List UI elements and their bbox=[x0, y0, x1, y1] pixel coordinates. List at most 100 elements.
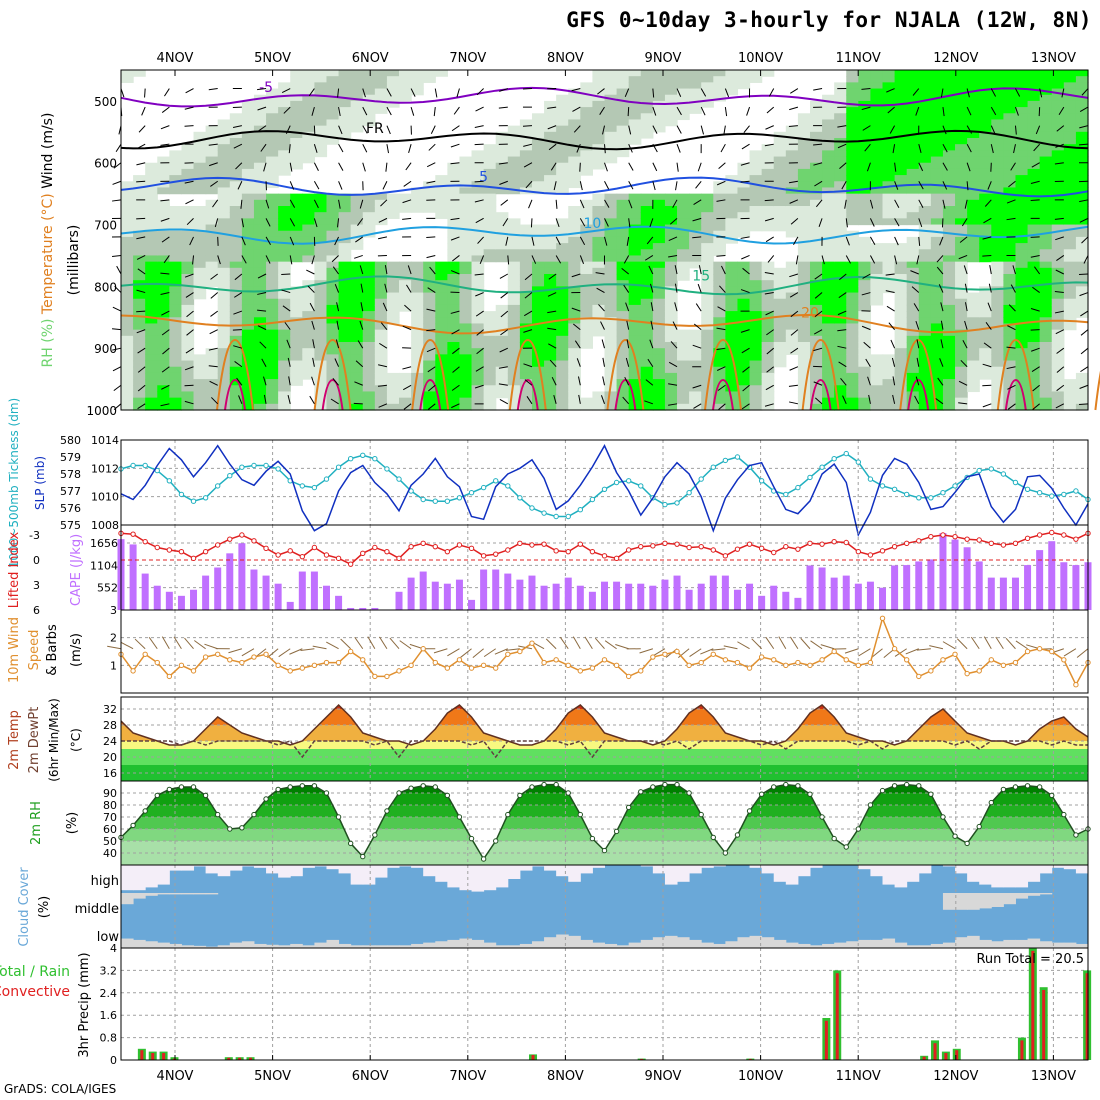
rh-cell bbox=[1063, 119, 1077, 127]
rh-cell bbox=[217, 206, 231, 213]
data-point bbox=[1000, 662, 1007, 669]
y-tick-label: 20 bbox=[103, 751, 117, 764]
wind-barb bbox=[288, 376, 291, 386]
wind-barb bbox=[524, 292, 533, 299]
rh-cell bbox=[205, 385, 219, 393]
rh-cell bbox=[1027, 94, 1041, 102]
rh-cell bbox=[604, 131, 618, 139]
rh-cell bbox=[253, 292, 267, 300]
wind-barb bbox=[112, 366, 122, 372]
rh-cell bbox=[435, 317, 448, 325]
rh-cell bbox=[677, 230, 690, 238]
rh-cell bbox=[1027, 218, 1041, 226]
rh-cell bbox=[338, 131, 352, 139]
rh-cell bbox=[326, 212, 340, 219]
wind-barb bbox=[1033, 266, 1041, 275]
rh-cell bbox=[967, 82, 980, 90]
rh-cell bbox=[701, 212, 714, 219]
rh-cell bbox=[906, 82, 920, 90]
wind-barb bbox=[138, 125, 146, 133]
rh-cell bbox=[544, 107, 557, 114]
rh-cell bbox=[628, 304, 642, 312]
li-label: Lifted Index bbox=[7, 531, 22, 608]
rh-cell bbox=[411, 317, 424, 325]
rh-cell bbox=[592, 292, 606, 300]
rh-cell bbox=[834, 354, 847, 362]
rh-cell bbox=[1003, 94, 1017, 102]
rh-cell bbox=[241, 255, 255, 263]
rh-cell bbox=[761, 212, 775, 219]
rh-cell bbox=[266, 249, 279, 257]
rh-cell bbox=[991, 138, 1004, 145]
rh-cell bbox=[664, 348, 678, 355]
rh-cell bbox=[1063, 403, 1077, 411]
rh-cell bbox=[604, 138, 618, 145]
temperature-contour bbox=[321, 378, 344, 411]
rh-cell bbox=[1015, 218, 1029, 226]
cape-bar bbox=[1060, 562, 1068, 610]
rh-cell bbox=[157, 236, 170, 244]
rh-cell bbox=[930, 88, 944, 96]
rh-cell bbox=[906, 187, 920, 195]
cape-bar bbox=[758, 595, 766, 610]
rh-cell bbox=[495, 354, 509, 362]
data-point bbox=[468, 665, 475, 671]
wind-barb bbox=[426, 254, 436, 259]
rh-cell bbox=[616, 329, 630, 337]
data-point bbox=[335, 555, 342, 562]
rh-cell bbox=[809, 267, 823, 275]
rh-cell bbox=[1003, 131, 1017, 139]
rh-cell bbox=[459, 323, 473, 331]
rh-cell bbox=[677, 329, 690, 337]
cape-bar bbox=[673, 575, 681, 610]
rh-cell bbox=[797, 286, 811, 294]
wind-barb bbox=[942, 181, 948, 190]
rh-cell bbox=[1039, 243, 1053, 250]
rh-cell bbox=[870, 267, 884, 275]
data-point bbox=[940, 532, 946, 538]
rh-cell bbox=[447, 243, 461, 250]
data-point bbox=[613, 828, 620, 835]
rh-cell bbox=[1075, 298, 1089, 306]
rh-cell bbox=[930, 317, 944, 325]
wind-barb bbox=[354, 381, 363, 386]
rh-cell bbox=[942, 162, 956, 170]
wind-barb bbox=[861, 88, 871, 90]
rh-cell bbox=[1027, 131, 1041, 139]
rh-cell bbox=[834, 372, 847, 380]
rh-cell bbox=[858, 403, 872, 411]
rh-cell bbox=[604, 100, 618, 108]
rh-cell bbox=[302, 156, 315, 164]
rh-cell bbox=[326, 218, 340, 226]
rh-cell bbox=[447, 391, 461, 399]
wind-barb bbox=[426, 308, 436, 312]
rh-cell bbox=[350, 286, 364, 294]
rh-cell bbox=[253, 206, 267, 213]
wind-barb bbox=[405, 162, 412, 171]
wind-barb bbox=[505, 236, 509, 246]
rh-cell bbox=[133, 286, 146, 294]
rh-cell bbox=[411, 360, 424, 368]
rh-cell bbox=[834, 230, 847, 238]
rh-cell bbox=[302, 94, 315, 102]
rh-cell bbox=[181, 224, 195, 232]
rh-cell bbox=[664, 199, 678, 207]
data-point bbox=[251, 538, 257, 544]
rh-cell bbox=[640, 199, 654, 207]
wind-barb bbox=[889, 125, 896, 134]
rh-cell bbox=[157, 243, 170, 250]
data-point bbox=[710, 651, 716, 657]
rh-cell bbox=[991, 280, 1004, 287]
rh-cell bbox=[266, 230, 279, 238]
rh-cell bbox=[495, 144, 509, 151]
wind-barb bbox=[724, 88, 730, 98]
cape-bar bbox=[576, 585, 584, 610]
data-point bbox=[142, 538, 148, 545]
rh-cell bbox=[568, 372, 581, 380]
rh-cell bbox=[290, 113, 303, 121]
rh-cell bbox=[991, 144, 1004, 151]
rh-cell bbox=[846, 397, 859, 405]
rh-cell bbox=[241, 360, 255, 368]
rh-cell bbox=[991, 311, 1004, 318]
wind-barb bbox=[313, 181, 320, 190]
